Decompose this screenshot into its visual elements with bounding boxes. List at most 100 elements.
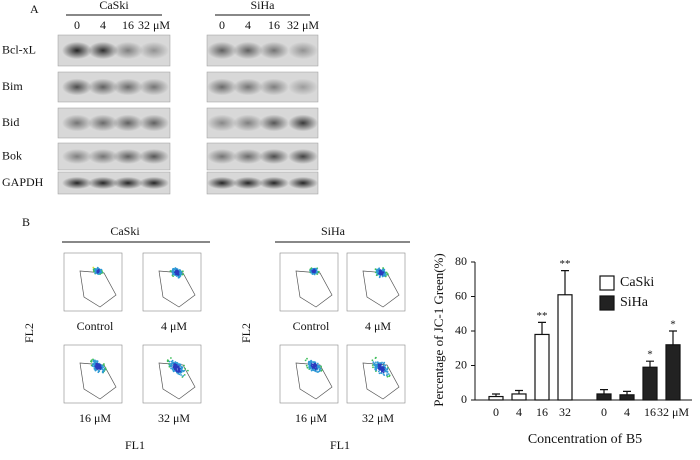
blot-band [113, 176, 143, 190]
flow-event [387, 373, 390, 375]
condition-label: 4 μM [365, 319, 391, 333]
flow-event [97, 371, 100, 374]
blot-band [233, 114, 263, 132]
flow-event [94, 368, 97, 371]
flow-event [91, 365, 94, 367]
flow-event [376, 364, 378, 367]
flow-event [170, 357, 172, 359]
flow-event [384, 367, 387, 369]
flow-event [173, 273, 175, 275]
flow-event [375, 369, 378, 371]
axis-label: FL1 [330, 438, 350, 452]
flow-plot [346, 252, 406, 312]
dose-label: 16 [122, 18, 134, 32]
flow-event [383, 374, 386, 376]
protein-label: GAPDH [2, 175, 44, 189]
flow-event [313, 269, 315, 272]
flow-event [387, 273, 389, 275]
condition-label: Control [77, 319, 114, 333]
flow-event [371, 359, 374, 362]
y-tick-label: 0 [461, 392, 467, 406]
x-tick-label: 4 [624, 405, 630, 419]
blot-band [113, 41, 143, 60]
flow-event [312, 271, 314, 274]
flow-event [378, 272, 380, 275]
y-tick-label: 20 [455, 357, 467, 371]
blot-band [139, 114, 169, 132]
blot-band [62, 148, 92, 165]
condition-label: 16 μM [295, 411, 327, 425]
flow-event [304, 359, 307, 362]
dose-label: 4 [100, 18, 106, 32]
protein-label: Bok [2, 148, 22, 162]
flow-event [104, 367, 107, 370]
bar [511, 393, 527, 401]
flow-event [175, 366, 177, 369]
flow-event [175, 272, 178, 275]
blot-band [113, 114, 143, 132]
flow-event [92, 363, 95, 365]
axis-label: FL1 [125, 438, 145, 452]
flow-event [379, 362, 381, 364]
x-tick-label: 0 [601, 405, 607, 419]
panel-label: B [22, 215, 30, 229]
flow-event [182, 370, 185, 373]
flow-event [375, 367, 378, 370]
x-tick-label: 16 [644, 405, 656, 419]
flow-event [92, 266, 95, 269]
flow-event [314, 362, 316, 365]
bar [488, 395, 504, 401]
flow-event [306, 357, 308, 360]
flow-event [179, 272, 182, 274]
flow-title: CaSki [110, 224, 140, 238]
x-tick-label: 0 [493, 405, 499, 419]
flow-plot [142, 252, 202, 312]
flow-event [170, 363, 173, 365]
blot-band [233, 78, 263, 96]
blot-band [207, 114, 237, 132]
flow-event [312, 364, 315, 366]
y-tick-label: 60 [455, 288, 467, 302]
legend-swatch [599, 295, 615, 311]
blot-band [288, 176, 318, 190]
flow-event [385, 370, 388, 373]
flow-event [97, 270, 100, 273]
flow-event [97, 367, 100, 369]
protein-label: Bcl-xL [2, 42, 36, 56]
blot-band [62, 114, 92, 132]
flow-event [168, 360, 171, 363]
blot-band [88, 41, 118, 60]
flow-event [180, 374, 183, 376]
condition-label: 32 μM [158, 411, 190, 425]
bar [534, 333, 550, 401]
flow-event [170, 364, 173, 367]
flow-event [308, 362, 310, 365]
blot-band [139, 176, 169, 190]
flow-event [173, 271, 176, 274]
x-tick-label: 32 [559, 405, 571, 419]
dose-label: 16 [268, 18, 280, 32]
flow-event [381, 361, 383, 364]
y-axis-label: Percentage of JC-1 Green(%) [431, 253, 446, 406]
flow-event [95, 364, 98, 367]
flow-event [386, 368, 389, 371]
bar [619, 394, 635, 401]
flow-event [310, 360, 313, 363]
flow-event [379, 364, 381, 367]
flow-event [96, 271, 99, 274]
flow-event [378, 267, 381, 270]
flow-event [100, 270, 102, 273]
flow-event [380, 372, 382, 374]
blot-band [139, 78, 169, 96]
flow-event [99, 365, 102, 367]
blot-band [259, 114, 289, 132]
blot-band [233, 148, 263, 165]
flow-event [374, 268, 377, 271]
flow-event [383, 274, 386, 277]
flow-event [378, 270, 381, 272]
flow-event [97, 273, 100, 275]
flow-event [378, 366, 381, 369]
error-bar [561, 270, 569, 295]
flow-event [96, 361, 99, 364]
